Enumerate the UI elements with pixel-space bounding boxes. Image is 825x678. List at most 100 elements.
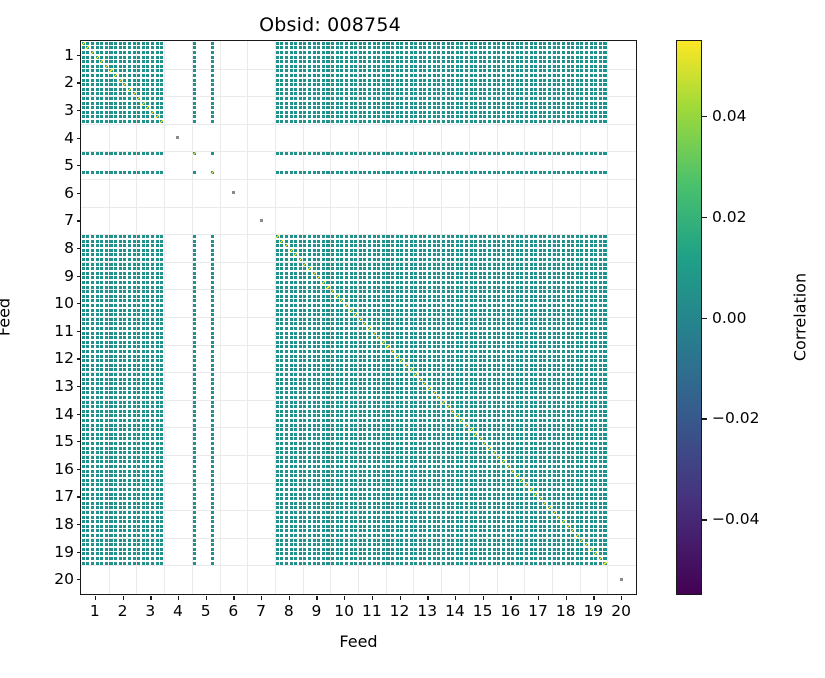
heatmap-cell xyxy=(119,309,122,312)
heatmap-cell xyxy=(105,272,108,275)
heatmap-cell xyxy=(507,92,510,95)
heatmap-cell xyxy=(520,120,523,123)
heatmap-cell xyxy=(368,355,371,358)
heatmap-cell xyxy=(331,79,334,82)
heatmap-cell xyxy=(308,332,311,335)
heatmap-cell xyxy=(414,368,417,371)
heatmap-cell xyxy=(590,364,593,367)
heatmap-cell xyxy=(299,378,302,381)
heatmap-cell xyxy=(193,313,196,316)
heatmap-cell xyxy=(520,341,523,344)
heatmap-cell xyxy=(580,378,583,381)
heatmap-cell xyxy=(146,235,149,238)
heatmap-cell xyxy=(377,368,380,371)
heatmap-cell xyxy=(105,263,108,266)
heatmap-cell xyxy=(86,263,89,266)
heatmap-cell xyxy=(599,290,602,293)
heatmap-cell xyxy=(548,322,551,325)
heatmap-cell xyxy=(479,106,482,109)
heatmap-cell xyxy=(128,276,131,279)
heatmap-cell xyxy=(109,313,112,316)
heatmap-cell xyxy=(137,336,140,339)
heatmap-cell xyxy=(350,88,353,91)
heatmap-cell xyxy=(497,309,500,312)
heatmap-cell xyxy=(123,382,126,385)
heatmap-cell xyxy=(137,65,140,68)
heatmap-cell xyxy=(156,152,159,155)
heatmap-cell xyxy=(557,272,560,275)
heatmap-cell xyxy=(391,387,394,390)
heatmap-cell xyxy=(137,382,140,385)
heatmap-cell xyxy=(303,249,306,252)
heatmap-cell xyxy=(502,276,505,279)
heatmap-cell xyxy=(100,304,103,307)
heatmap-cell xyxy=(336,387,339,390)
heatmap-cell xyxy=(493,74,496,77)
heatmap-cell xyxy=(590,120,593,123)
heatmap-cell xyxy=(299,382,302,385)
heatmap-cell xyxy=(497,152,500,155)
heatmap-cell xyxy=(400,79,403,82)
heatmap-cell xyxy=(368,235,371,238)
heatmap-cell xyxy=(594,263,597,266)
heatmap-cell xyxy=(562,373,565,376)
heatmap-cell xyxy=(100,97,103,100)
heatmap-cell xyxy=(525,97,528,100)
heatmap-cell xyxy=(465,92,468,95)
heatmap-cell xyxy=(322,65,325,68)
heatmap-cell xyxy=(539,253,542,256)
heatmap-cell xyxy=(433,304,436,307)
heatmap-cell xyxy=(442,253,445,256)
heatmap-cell xyxy=(100,46,103,49)
heatmap-cell xyxy=(114,267,117,270)
heatmap-cell xyxy=(331,240,334,243)
heatmap-cell xyxy=(285,368,288,371)
heatmap-cell xyxy=(419,263,422,266)
heatmap-cell xyxy=(317,267,320,270)
heatmap-cell xyxy=(410,171,413,174)
heatmap-cell xyxy=(331,350,334,353)
heatmap-cell xyxy=(580,272,583,275)
heatmap-cell xyxy=(137,322,140,325)
heatmap-cell xyxy=(497,79,500,82)
heatmap-cell xyxy=(368,56,371,59)
heatmap-cell xyxy=(433,97,436,100)
heatmap-cell xyxy=(502,336,505,339)
heatmap-cell xyxy=(377,249,380,252)
heatmap-cell xyxy=(456,286,459,289)
heatmap-cell xyxy=(128,336,131,339)
heatmap-cell xyxy=(359,276,362,279)
heatmap-cell xyxy=(193,327,196,330)
heatmap-cell xyxy=(433,65,436,68)
heatmap-cell xyxy=(520,258,523,261)
heatmap-cell xyxy=(285,299,288,302)
heatmap-cell xyxy=(502,111,505,114)
heatmap-cell xyxy=(193,74,196,77)
heatmap-cell xyxy=(433,364,436,367)
heatmap-cell xyxy=(585,276,588,279)
heatmap-cell xyxy=(396,267,399,270)
heatmap-cell xyxy=(331,378,334,381)
heatmap-cell xyxy=(470,378,473,381)
heatmap-cell xyxy=(534,60,537,63)
heatmap-cell xyxy=(119,373,122,376)
heatmap-cell xyxy=(331,102,334,105)
heatmap-cell xyxy=(156,56,159,59)
heatmap-cell xyxy=(336,258,339,261)
heatmap-cell xyxy=(520,286,523,289)
heatmap-cell xyxy=(451,382,454,385)
heatmap-cell xyxy=(483,286,486,289)
heatmap-cell xyxy=(497,115,500,118)
heatmap-cell xyxy=(303,378,306,381)
heatmap-cell xyxy=(451,88,454,91)
heatmap-cell xyxy=(96,345,99,348)
heatmap-cell xyxy=(497,267,500,270)
heatmap-cell xyxy=(386,368,389,371)
heatmap-cell xyxy=(465,74,468,77)
heatmap-cell xyxy=(299,79,302,82)
heatmap-cell xyxy=(511,345,514,348)
heatmap-cell xyxy=(599,322,602,325)
heatmap-cell xyxy=(100,92,103,95)
heatmap-cell xyxy=(123,336,126,339)
heatmap-cell xyxy=(520,304,523,307)
